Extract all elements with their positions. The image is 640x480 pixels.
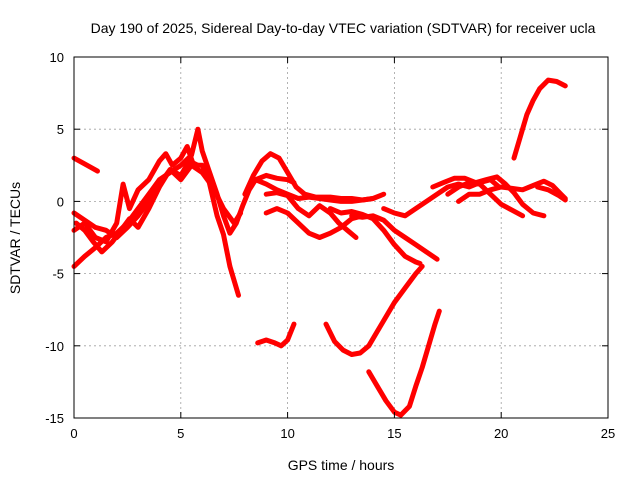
y-axis-label: SDTVAR / TECUs [7,182,23,294]
y-tick-label: -5 [52,267,64,282]
series-arc-17 [511,77,568,161]
x-tick-label: 0 [70,426,77,441]
plot-frame [73,56,609,419]
series-arc-15 [456,178,568,204]
series-arc-5 [73,158,201,255]
x-tick-label: 5 [177,426,184,441]
series-arc-1 [71,155,100,174]
y-tick-labels: -15 -10 -5 0 5 10 [45,50,64,426]
x-tick-labels: 0 5 10 15 20 25 [70,426,615,441]
x-tick-label: 20 [494,426,508,441]
y-tick-label: -15 [45,411,64,426]
y-tick-label: 5 [57,122,64,137]
y-tick-label: -10 [45,339,64,354]
series-group [71,77,568,418]
series-arc-13 [430,174,547,219]
series-arc-20 [366,308,442,418]
series-arc-7 [253,177,387,204]
series-arc-16 [535,184,568,203]
series-arc-6 [242,151,376,203]
series-arc-18 [255,321,297,349]
chart-title: Day 190 of 2025, Sidereal Day-to-day VTE… [91,20,596,36]
y-tick-label: 10 [50,50,64,65]
series-arc-10 [327,206,423,266]
series-arc-14 [445,180,526,219]
series-arc-9 [263,206,365,240]
x-tick-label: 10 [280,426,294,441]
x-axis-label: GPS time / hours [288,457,395,473]
y-tick-label: 0 [57,194,64,209]
series-arc-11 [349,213,440,262]
axis-ticks [73,56,609,419]
series-arc-3 [71,144,241,298]
x-tick-label: 25 [601,426,615,441]
x-tick-label: 15 [387,426,401,441]
series-arc-19 [323,263,425,357]
